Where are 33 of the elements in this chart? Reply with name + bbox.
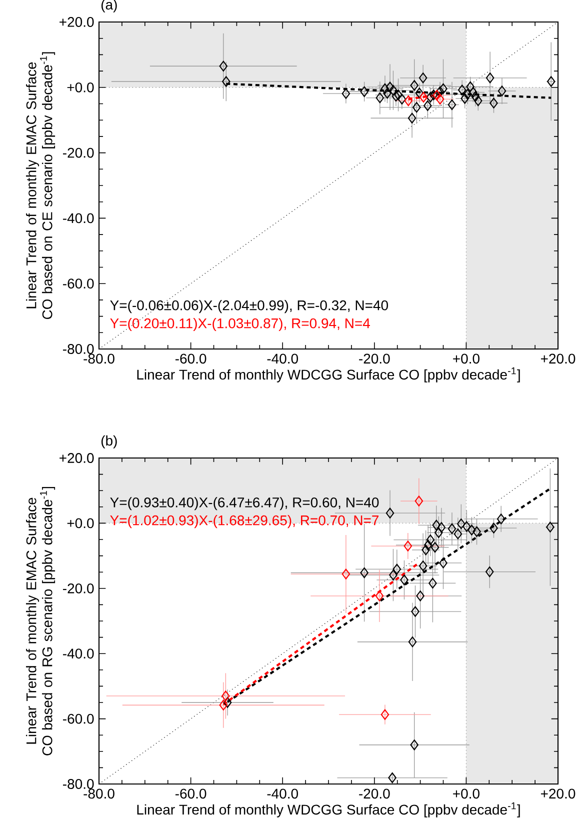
x-tick-label: -80.0 (84, 788, 114, 799)
y-tick-label: +0.0 (67, 518, 94, 528)
y-tick-label: -40.0 (63, 648, 94, 659)
x-tick-label: -60.0 (175, 788, 206, 799)
x-tick-label: -80.0 (84, 354, 114, 364)
x-tick-label: -40.0 (267, 354, 298, 364)
x-tick-label: -20.0 (359, 788, 390, 799)
y-tick-label: -60.0 (63, 714, 94, 724)
x-tick-label: -60.0 (175, 354, 206, 364)
x-tick-label: +20.0 (540, 354, 576, 364)
x-tick-label: +0.0 (453, 788, 480, 799)
y-tick-label: +0.0 (67, 82, 94, 92)
x-axis-title: Linear Trend of monthly WDCGG Surface CO [ppbv decade$^{-1}$] (137, 802, 520, 818)
chart-title: (b) (101, 435, 117, 448)
y-tick-label: +20.0 (60, 17, 94, 27)
annotation: Y=(-0.06±0.06)X-(2.04±0.99), R=-0.32, N=40 (110, 300, 388, 314)
x-tick-label: -20.0 (359, 354, 390, 364)
annotation: Y=(0.20±0.11)X-(1.03±0.87), R=0.94, N=4 (110, 318, 370, 332)
x-axis-title: Linear Trend of monthly WDCGG Surface CO [ppbv decade$^{-1}$] (137, 367, 520, 382)
annotation: Y=(1.02±0.93)X-(1.68±29.65), R=0.70, N=7 (110, 515, 379, 528)
x-tick-label: +0.0 (453, 354, 480, 364)
annotation: Y=(0.93±0.40)X-(6.47±6.47), R=0.60, N=40 (110, 497, 379, 510)
y-tick-label: -40.0 (63, 213, 94, 224)
y-tick-label: -20.0 (63, 583, 94, 594)
y-tick-label: -80.0 (63, 779, 94, 789)
y-tick-label: -60.0 (63, 278, 94, 289)
y-tick-label: -20.0 (63, 148, 94, 158)
y-tick-label: +20.0 (60, 453, 94, 463)
y-axis-title: Linear Trend of monthly EMAC Surface CO based on CE scenario [ppbv decade$^{-1}$] (26, 52, 56, 320)
y-tick-label: -80.0 (63, 344, 94, 354)
y-axis-title: Linear Trend of monthly EMAC Surface CO based on RG scenario [ppbv decade$^{-1}$] (26, 486, 56, 756)
x-tick-label: +20.0 (540, 788, 576, 799)
x-tick-label: -40.0 (267, 788, 298, 799)
